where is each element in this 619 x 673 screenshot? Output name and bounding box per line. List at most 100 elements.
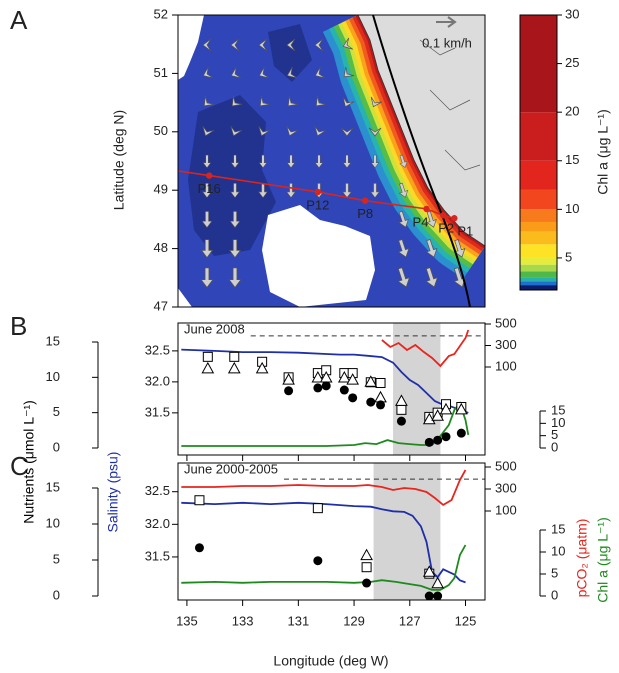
marker-triangle <box>454 402 468 415</box>
current-arrow <box>286 38 296 52</box>
colorbar-tick-label: 10 <box>565 201 579 216</box>
y-tick-label: 32.5 <box>145 342 170 357</box>
marker-square <box>375 377 386 388</box>
station <box>362 197 369 204</box>
current-arrow <box>202 38 212 52</box>
colorbar-band <box>520 281 557 286</box>
axis-title: Salinity (psu) <box>105 452 121 533</box>
panel-b-frame <box>177 322 486 456</box>
current-arrow <box>202 154 212 169</box>
y-tick-label: 15 <box>551 402 565 417</box>
current-arrow <box>230 125 243 137</box>
y-tick-label: 300 <box>495 480 517 495</box>
panel-title: June 2008 <box>184 321 245 336</box>
y-tick-label: 500 <box>495 458 517 473</box>
no-data <box>178 288 192 307</box>
marker-triangle <box>374 390 387 403</box>
marker-circle <box>366 397 376 407</box>
coast-detail <box>419 39 481 171</box>
current-arrow <box>314 125 327 137</box>
marker-circle <box>456 428 466 438</box>
x-tick-label: 129 <box>343 613 365 628</box>
colorbar-band <box>520 285 557 290</box>
colorbar-band <box>520 231 557 245</box>
y-tick-label: 31.5 <box>145 548 170 563</box>
y-tick-label: 31.5 <box>145 404 170 419</box>
current-arrow <box>370 154 380 169</box>
current-arrow <box>258 125 271 137</box>
series-line <box>181 501 466 584</box>
marker-square <box>361 562 372 573</box>
current-arrow <box>231 95 243 107</box>
station <box>314 188 322 196</box>
colorbar-band <box>520 244 557 258</box>
marker-circle <box>433 435 443 445</box>
marker-circle <box>321 381 331 391</box>
series-line <box>181 544 467 591</box>
y-tick-label: 10 <box>551 543 565 558</box>
current-arrow <box>230 38 240 52</box>
station <box>451 215 458 222</box>
y-tick-label: 10 <box>46 515 60 530</box>
current-arrow <box>315 95 327 107</box>
axis-title: Nutrients (μmol L⁻¹) <box>21 400 37 524</box>
marker-triangle <box>337 371 351 383</box>
current-arrow <box>398 210 409 228</box>
y-tick-label: 100 <box>495 502 517 517</box>
marker-triangle <box>227 361 241 374</box>
colorbar-band <box>520 221 557 232</box>
y-tick-label: 10 <box>46 369 60 384</box>
map-frame <box>177 14 486 308</box>
current-arrow <box>425 239 438 258</box>
station-label: P12 <box>306 197 329 212</box>
marker-triangle <box>360 548 373 561</box>
y-tick-label: 100 <box>495 358 517 373</box>
y-tick-label: 15 <box>46 479 60 494</box>
current-arrow <box>201 211 213 229</box>
y-tick-label: 32.0 <box>145 516 170 531</box>
no-data <box>178 15 204 80</box>
marker-triangle <box>311 371 325 383</box>
scale-arrow <box>436 16 457 28</box>
y-tick-label: 49 <box>154 182 168 197</box>
current-arrow <box>230 182 240 199</box>
current-arrow <box>258 154 268 169</box>
axis-title: Chl a (μg L⁻¹) <box>595 517 611 602</box>
marker-square <box>194 495 205 506</box>
current-arrow <box>258 38 268 52</box>
series-line <box>381 329 470 368</box>
marker-circle <box>433 591 443 600</box>
station-label: P1 <box>457 224 473 239</box>
panel-b-plot <box>181 323 485 455</box>
colorbar-band <box>520 15 557 113</box>
station-label: P8 <box>357 206 373 221</box>
station-label: P4 <box>413 214 429 229</box>
marker-circle <box>339 385 349 395</box>
y-tick-label: 32.0 <box>145 373 170 388</box>
y-axis-title: Latitude (deg N) <box>111 110 127 210</box>
y-tick-label: 32.5 <box>145 483 170 498</box>
marker-triangle <box>201 361 215 374</box>
y-tick-label: 5 <box>551 427 558 442</box>
marker-circle <box>424 437 434 447</box>
marker-circle <box>362 578 372 588</box>
y-tick-label: 50 <box>154 123 168 138</box>
y-tick-label: 0 <box>53 587 60 602</box>
colorbar-tick-label: 20 <box>565 104 579 119</box>
colorbar-tick-label: 25 <box>565 55 579 70</box>
shelf-line <box>372 15 471 307</box>
y-tick-label: 500 <box>495 315 517 330</box>
station <box>440 212 447 219</box>
colorbar-band <box>520 209 557 222</box>
current-arrow <box>286 66 298 79</box>
y-tick-label: 0 <box>53 439 60 454</box>
colorbar-band <box>520 189 557 210</box>
x-tick-label: 133 <box>232 613 254 628</box>
colorbar-tick-label: 30 <box>565 6 579 21</box>
current-arrow <box>453 239 466 258</box>
marker-triangle <box>255 361 269 374</box>
marker-triangle <box>439 402 453 415</box>
colorbar-band <box>520 277 557 282</box>
x-axis-title: Longitude (deg W) <box>273 653 388 669</box>
